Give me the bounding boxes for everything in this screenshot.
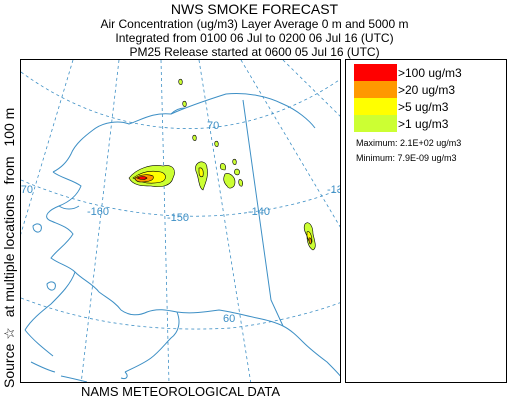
brooks-coast [170,107,186,115]
smoke-plumes [128,78,316,251]
lat-label: 60 [223,313,235,325]
subtitle-release: PM25 Release started at 0600 05 Jul 16 (… [129,45,380,59]
coastline [24,93,340,382]
lon-label: -170 [21,184,33,196]
minimum-value: Minimum: 7.9E-09 ug/m3 [356,153,457,163]
legend-swatch [354,81,397,98]
south-coast [74,271,340,377]
legend-label: >5 ug/m3 [398,100,449,114]
map-title: NWS SMOKE FORECAST [170,1,339,17]
meridian-line [21,60,74,235]
meridian-line [282,60,340,117]
graticule-labels: -170 -160 -150 -140 -130 70 60 [21,120,341,325]
alaska-coast [24,93,316,331]
island [120,371,128,379]
lat-label: 70 [207,120,219,132]
source-label: Source ☆ [1,327,17,388]
legend-item: >1 ug/m3 [354,115,504,132]
legend-item: >5 ug/m3 [354,98,504,115]
legend-label: >100 ug/m3 [398,66,462,80]
from-label: from [1,156,17,185]
subtitle-concentration: Air Concentration (ug/m3) Layer Average … [100,17,409,31]
smoke-plume-southeast [303,222,316,251]
meridian-line [80,60,120,382]
cook-inlet [124,311,180,373]
smoke-plume-center [178,78,243,191]
meridian-line [240,60,340,228]
parallel-line [21,71,340,129]
legend-item: >20 ug/m3 [354,81,504,98]
lon-label: -150 [167,212,189,224]
map-svg: -170 -160 -150 -140 -130 70 60 [21,60,341,382]
legend-swatch [354,64,397,81]
island [46,281,56,291]
legend-item: >100 ug/m3 [354,64,504,81]
norton-sound [58,205,80,210]
map-panel: -170 -160 -150 -140 -130 70 60 [20,59,341,383]
data-source-footer: NAMS METEOROLOGICAL DATA [80,384,281,399]
maximum-value: Maximum: 2.1E+02 ug/m3 [356,138,462,148]
meridian-line [198,60,252,382]
border-line [242,99,284,327]
locations-label: at multiple locations [1,194,17,318]
height-label: 100 m [1,107,17,147]
parallel-line [21,297,340,330]
legend-swatch [354,115,397,132]
lon-label: -130 [327,184,341,196]
lon-label: -140 [248,206,270,218]
legend-label: >1 ug/m3 [398,117,449,131]
side-label: Source ☆ at multiple locations from 100 … [1,58,19,388]
parallel-line [21,179,340,217]
legend-label: >20 ug/m3 [398,83,456,97]
island [32,223,42,233]
smoke-plume-west [128,165,175,188]
legend-swatch [354,98,397,115]
subtitle-integration: Integrated from 0100 06 Jul to 0200 06 J… [115,31,394,45]
lon-label: -160 [87,206,109,218]
legend-panel: >100 ug/m3 >20 ug/m3 >5 ug/m3 >1 ug/m3 M… [345,59,507,383]
aleutian-chain [24,329,88,382]
